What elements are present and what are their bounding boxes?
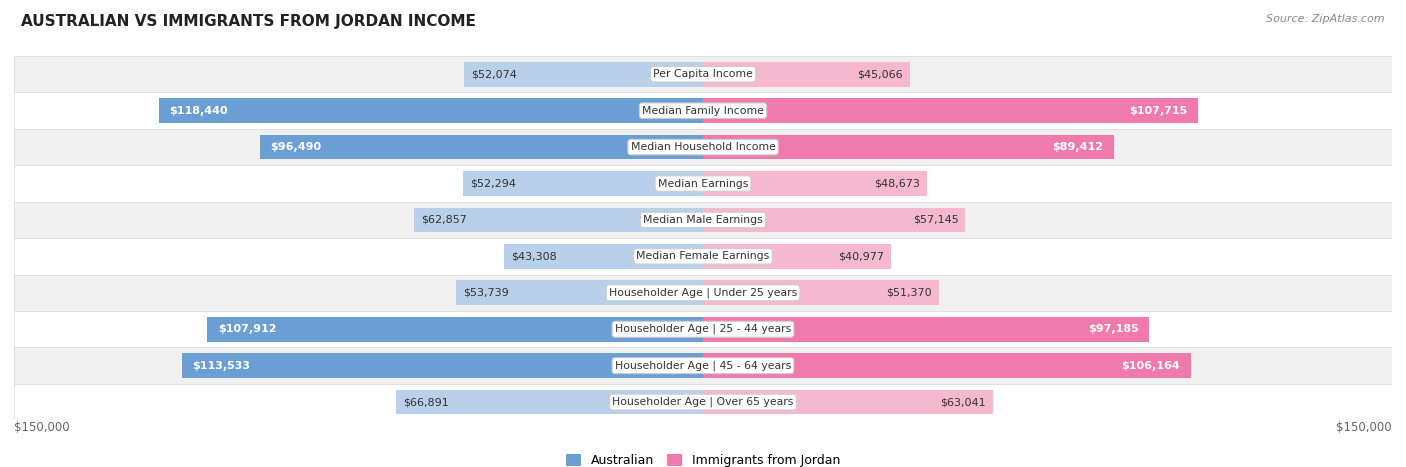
Bar	[703, 244, 891, 269]
Text: $150,000: $150,000	[1336, 421, 1392, 434]
Text: $48,673: $48,673	[873, 178, 920, 189]
Bar	[703, 389, 993, 415]
Bar	[703, 62, 910, 87]
Text: Median Earnings: Median Earnings	[658, 178, 748, 189]
Text: $97,185: $97,185	[1088, 324, 1139, 334]
Text: Householder Age | 45 - 64 years: Householder Age | 45 - 64 years	[614, 361, 792, 371]
Text: Source: ZipAtlas.com: Source: ZipAtlas.com	[1267, 14, 1385, 24]
Text: $106,164: $106,164	[1122, 361, 1180, 371]
Text: Median Household Income: Median Household Income	[630, 142, 776, 152]
Bar	[14, 275, 1392, 311]
Text: $40,977: $40,977	[838, 251, 884, 262]
Bar	[703, 134, 1114, 160]
Bar	[456, 280, 703, 305]
Text: $118,440: $118,440	[169, 106, 228, 116]
Bar	[14, 384, 1392, 420]
Bar	[14, 92, 1392, 129]
Text: $107,715: $107,715	[1129, 106, 1188, 116]
Text: $66,891: $66,891	[402, 397, 449, 407]
Text: Per Capita Income: Per Capita Income	[652, 69, 754, 79]
Text: Householder Age | 25 - 44 years: Householder Age | 25 - 44 years	[614, 324, 792, 334]
Text: $57,145: $57,145	[912, 215, 959, 225]
Text: Householder Age | Under 25 years: Householder Age | Under 25 years	[609, 288, 797, 298]
Bar	[181, 353, 703, 378]
Bar	[14, 129, 1392, 165]
Bar	[505, 244, 703, 269]
Text: Median Male Earnings: Median Male Earnings	[643, 215, 763, 225]
Bar	[464, 62, 703, 87]
Bar	[14, 347, 1392, 384]
Text: $45,066: $45,066	[858, 69, 903, 79]
Bar	[703, 207, 966, 233]
Bar	[159, 98, 703, 123]
Text: Householder Age | Over 65 years: Householder Age | Over 65 years	[612, 397, 794, 407]
Bar	[703, 171, 927, 196]
Text: $43,308: $43,308	[510, 251, 557, 262]
Text: $52,294: $52,294	[470, 178, 516, 189]
Bar	[14, 238, 1392, 275]
Bar	[463, 171, 703, 196]
Text: $96,490: $96,490	[270, 142, 322, 152]
Bar	[14, 311, 1392, 347]
Text: AUSTRALIAN VS IMMIGRANTS FROM JORDAN INCOME: AUSTRALIAN VS IMMIGRANTS FROM JORDAN INC…	[21, 14, 477, 29]
Bar	[703, 317, 1149, 342]
Text: $150,000: $150,000	[14, 421, 70, 434]
Bar	[703, 98, 1198, 123]
Text: $53,739: $53,739	[463, 288, 509, 298]
Text: Median Family Income: Median Family Income	[643, 106, 763, 116]
Bar	[703, 353, 1191, 378]
Text: $63,041: $63,041	[941, 397, 986, 407]
Bar	[14, 202, 1392, 238]
Bar	[415, 207, 703, 233]
Bar	[395, 389, 703, 415]
Bar	[260, 134, 703, 160]
Bar	[703, 280, 939, 305]
Text: $113,533: $113,533	[191, 361, 250, 371]
Text: $52,074: $52,074	[471, 69, 516, 79]
Text: $89,412: $89,412	[1052, 142, 1104, 152]
Text: $51,370: $51,370	[886, 288, 932, 298]
Text: Median Female Earnings: Median Female Earnings	[637, 251, 769, 262]
Bar	[14, 56, 1392, 92]
Bar	[207, 317, 703, 342]
Text: $62,857: $62,857	[422, 215, 467, 225]
Legend: Australian, Immigrants from Jordan: Australian, Immigrants from Jordan	[561, 449, 845, 467]
Text: $107,912: $107,912	[218, 324, 276, 334]
Bar	[14, 165, 1392, 202]
